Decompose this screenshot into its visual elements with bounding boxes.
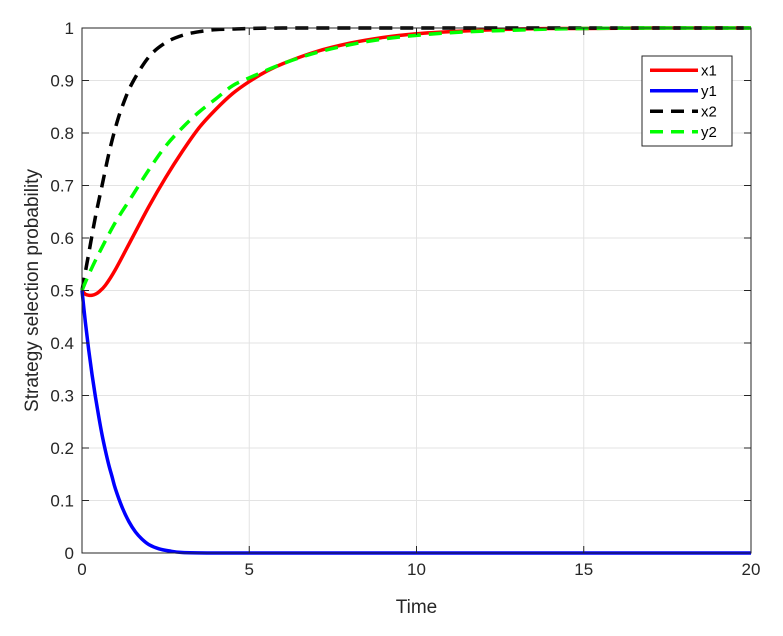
- ticks: 0 5 10 15 20 0 0.1 0.2 0.3 0.4 0.5 0.6 0.7 0.8 0.9 1: [50, 19, 760, 579]
- legend-label-y2: y2: [701, 124, 717, 141]
- y-tick-label: 0.5: [50, 282, 74, 301]
- x-tick-label: 20: [742, 560, 761, 579]
- x-tick-label: 15: [574, 560, 593, 579]
- y-tick-label: 0.7: [50, 177, 74, 196]
- legend: x1 y1 x2 y2: [641, 55, 733, 147]
- y-tick-label: 0.1: [50, 492, 74, 511]
- y-tick-label: 0.6: [50, 229, 74, 248]
- series-line-y2: [80, 26, 752, 292]
- legend-label-y1: y1: [701, 83, 717, 100]
- y-tick-label: 1: [65, 19, 74, 38]
- x-tick-label: 10: [407, 560, 426, 579]
- y-tick-label: 0.2: [50, 439, 74, 458]
- legend-label-x1: x1: [701, 62, 717, 79]
- x-tick-label: 5: [245, 560, 254, 579]
- y-tick-label: 0.9: [50, 72, 74, 91]
- y-tick-label: 0.8: [50, 124, 74, 143]
- x-axis-label: Time: [396, 597, 438, 618]
- x-tick-label: 0: [77, 560, 86, 579]
- y-tick-label: 0.3: [50, 387, 74, 406]
- grid: [82, 28, 751, 553]
- legend-label-x2: x2: [701, 103, 717, 120]
- y-tick-label: 0.4: [50, 334, 74, 353]
- y-axis-label: Strategy selection probability: [22, 169, 43, 412]
- y-tick-label: 0: [65, 544, 74, 563]
